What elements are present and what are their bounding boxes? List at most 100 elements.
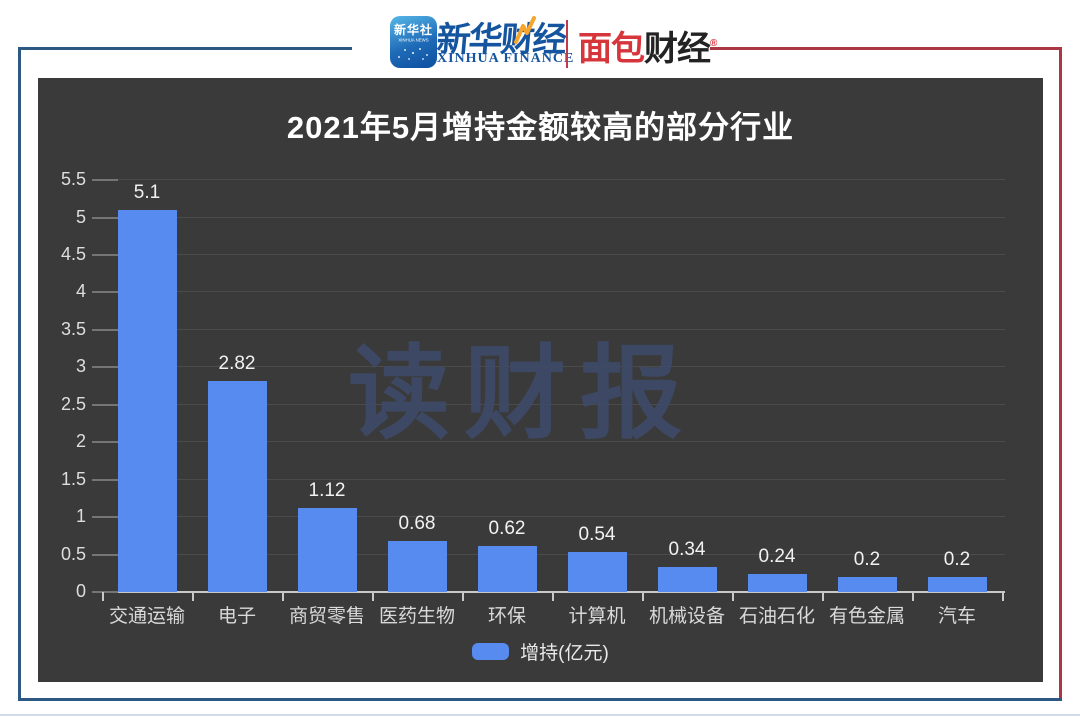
x-tick (462, 592, 464, 601)
x-axis-label: 商贸零售 (288, 606, 365, 627)
legend: 增持(亿元) (38, 639, 1043, 664)
x-axis-label: 有色金属 (828, 606, 905, 627)
legend-label: 增持(亿元) (520, 642, 609, 664)
registered-mark: ® (710, 38, 717, 49)
y-tick (92, 291, 118, 294)
y-axis-label: 5 (75, 206, 86, 227)
x-tick (102, 592, 104, 601)
y-tick (92, 403, 118, 406)
bar (207, 380, 267, 592)
gridline (100, 553, 1005, 555)
x-tick (552, 592, 554, 601)
constellation-icon (390, 44, 437, 62)
y-tick (92, 216, 118, 219)
gridline (100, 366, 1005, 368)
x-tick (732, 592, 734, 601)
bar-value-label: 1.12 (308, 480, 346, 502)
bar-value-label: 0.24 (758, 546, 796, 568)
y-axis-label: 2.5 (60, 393, 86, 414)
bar (837, 577, 897, 592)
bar (567, 551, 627, 592)
gridline (100, 441, 1005, 443)
y-tick (92, 366, 118, 369)
y-tick (92, 179, 118, 182)
x-axis-label: 计算机 (568, 606, 626, 627)
xinhua-agency-badge: 新华社 XINHUA NEWS (390, 16, 437, 68)
y-tick (92, 441, 118, 444)
badge-title: 新华社 (393, 23, 433, 37)
bread-finance-part2: 财经 (644, 30, 711, 68)
bar-value-label: 2.82 (218, 352, 256, 374)
bar-value-label: 0.34 (668, 538, 706, 560)
frame-border-top-right (710, 47, 1062, 50)
y-axis-label: 1.5 (60, 468, 86, 489)
y-axis-label: 0 (75, 581, 86, 601)
x-tick (192, 592, 194, 601)
x-tick (372, 592, 374, 601)
bar (747, 574, 807, 592)
page-bottom-divider (0, 714, 1080, 716)
frame-border-top-left (18, 47, 352, 50)
gridline (100, 403, 1005, 405)
frame-border-left (18, 47, 21, 701)
x-tick (1002, 592, 1004, 601)
legend-swatch (472, 642, 510, 660)
y-axis-label: 0.5 (60, 543, 86, 564)
x-axis-label: 石油石化 (738, 606, 815, 627)
gridline (100, 328, 1005, 330)
y-axis-label: 4 (75, 281, 86, 302)
watermark: 读财报 (348, 337, 696, 451)
y-axis-label: 5.5 (60, 169, 86, 190)
bread-finance-part1: 面包 (578, 30, 645, 68)
bar-value-label: 5.1 (133, 182, 161, 203)
xinhua-finance-en: XINHUA FINANCE (437, 51, 575, 66)
gridline (100, 253, 1005, 255)
y-tick (92, 253, 118, 256)
x-axis-label: 交通运输 (108, 606, 185, 627)
bar (657, 566, 717, 592)
bar (117, 210, 177, 592)
bar (297, 508, 357, 592)
x-tick (912, 592, 914, 601)
x-axis-label: 环保 (487, 606, 526, 627)
gridline (100, 478, 1005, 480)
x-tick (642, 592, 644, 601)
y-tick (92, 591, 118, 593)
y-tick (92, 516, 118, 519)
bread-finance-logo: 面包财经® (578, 21, 717, 70)
bar (387, 541, 447, 592)
y-tick (92, 553, 118, 556)
bar-value-label: 0.2 (853, 549, 881, 571)
y-tick (92, 478, 118, 481)
y-axis-label: 2 (75, 431, 86, 452)
bar-value-label: 0.54 (578, 523, 616, 545)
bar (927, 577, 987, 592)
bar-value-label: 0.2 (943, 549, 971, 571)
y-axis-label: 3 (75, 356, 86, 377)
bar (477, 545, 537, 592)
x-tick (282, 592, 284, 601)
gridline (100, 516, 1005, 518)
x-tick (822, 592, 824, 601)
gridline (100, 216, 1005, 218)
lightning-accent-icon (514, 16, 536, 44)
x-axis-label: 医药生物 (378, 606, 455, 627)
bar-value-label: 0.62 (488, 517, 526, 539)
frame-border-bottom (18, 698, 1062, 701)
logo-divider (566, 20, 568, 68)
y-axis-label: 1 (75, 506, 86, 527)
x-axis-label: 机械设备 (648, 606, 725, 627)
chart-panel: 2021年5月增持金额较高的部分行业 0 0.5 1 1.5 2 2.5 3 3.5 4 4.5 5… (38, 78, 1043, 682)
y-tick (92, 328, 118, 331)
x-axis-label: 汽车 (937, 606, 976, 627)
gridline (100, 291, 1005, 293)
badge-subtitle: XINHUA NEWS (398, 38, 429, 44)
bar-value-label: 0.68 (398, 513, 436, 535)
gridline (100, 179, 1005, 181)
plot-area: 0 0.5 1 1.5 2 2.5 3 3.5 4 4.5 5 5.5 5.1 交通运输 2.82 电子 1.1… (38, 78, 1043, 682)
y-axis-label: 3.5 (60, 318, 86, 339)
chart-title: 2021年5月增持金额较高的部分行业 (286, 110, 795, 145)
x-axis-label: 电子 (217, 606, 256, 627)
y-axis-label: 4.5 (60, 243, 86, 264)
frame-border-right (1059, 47, 1062, 701)
